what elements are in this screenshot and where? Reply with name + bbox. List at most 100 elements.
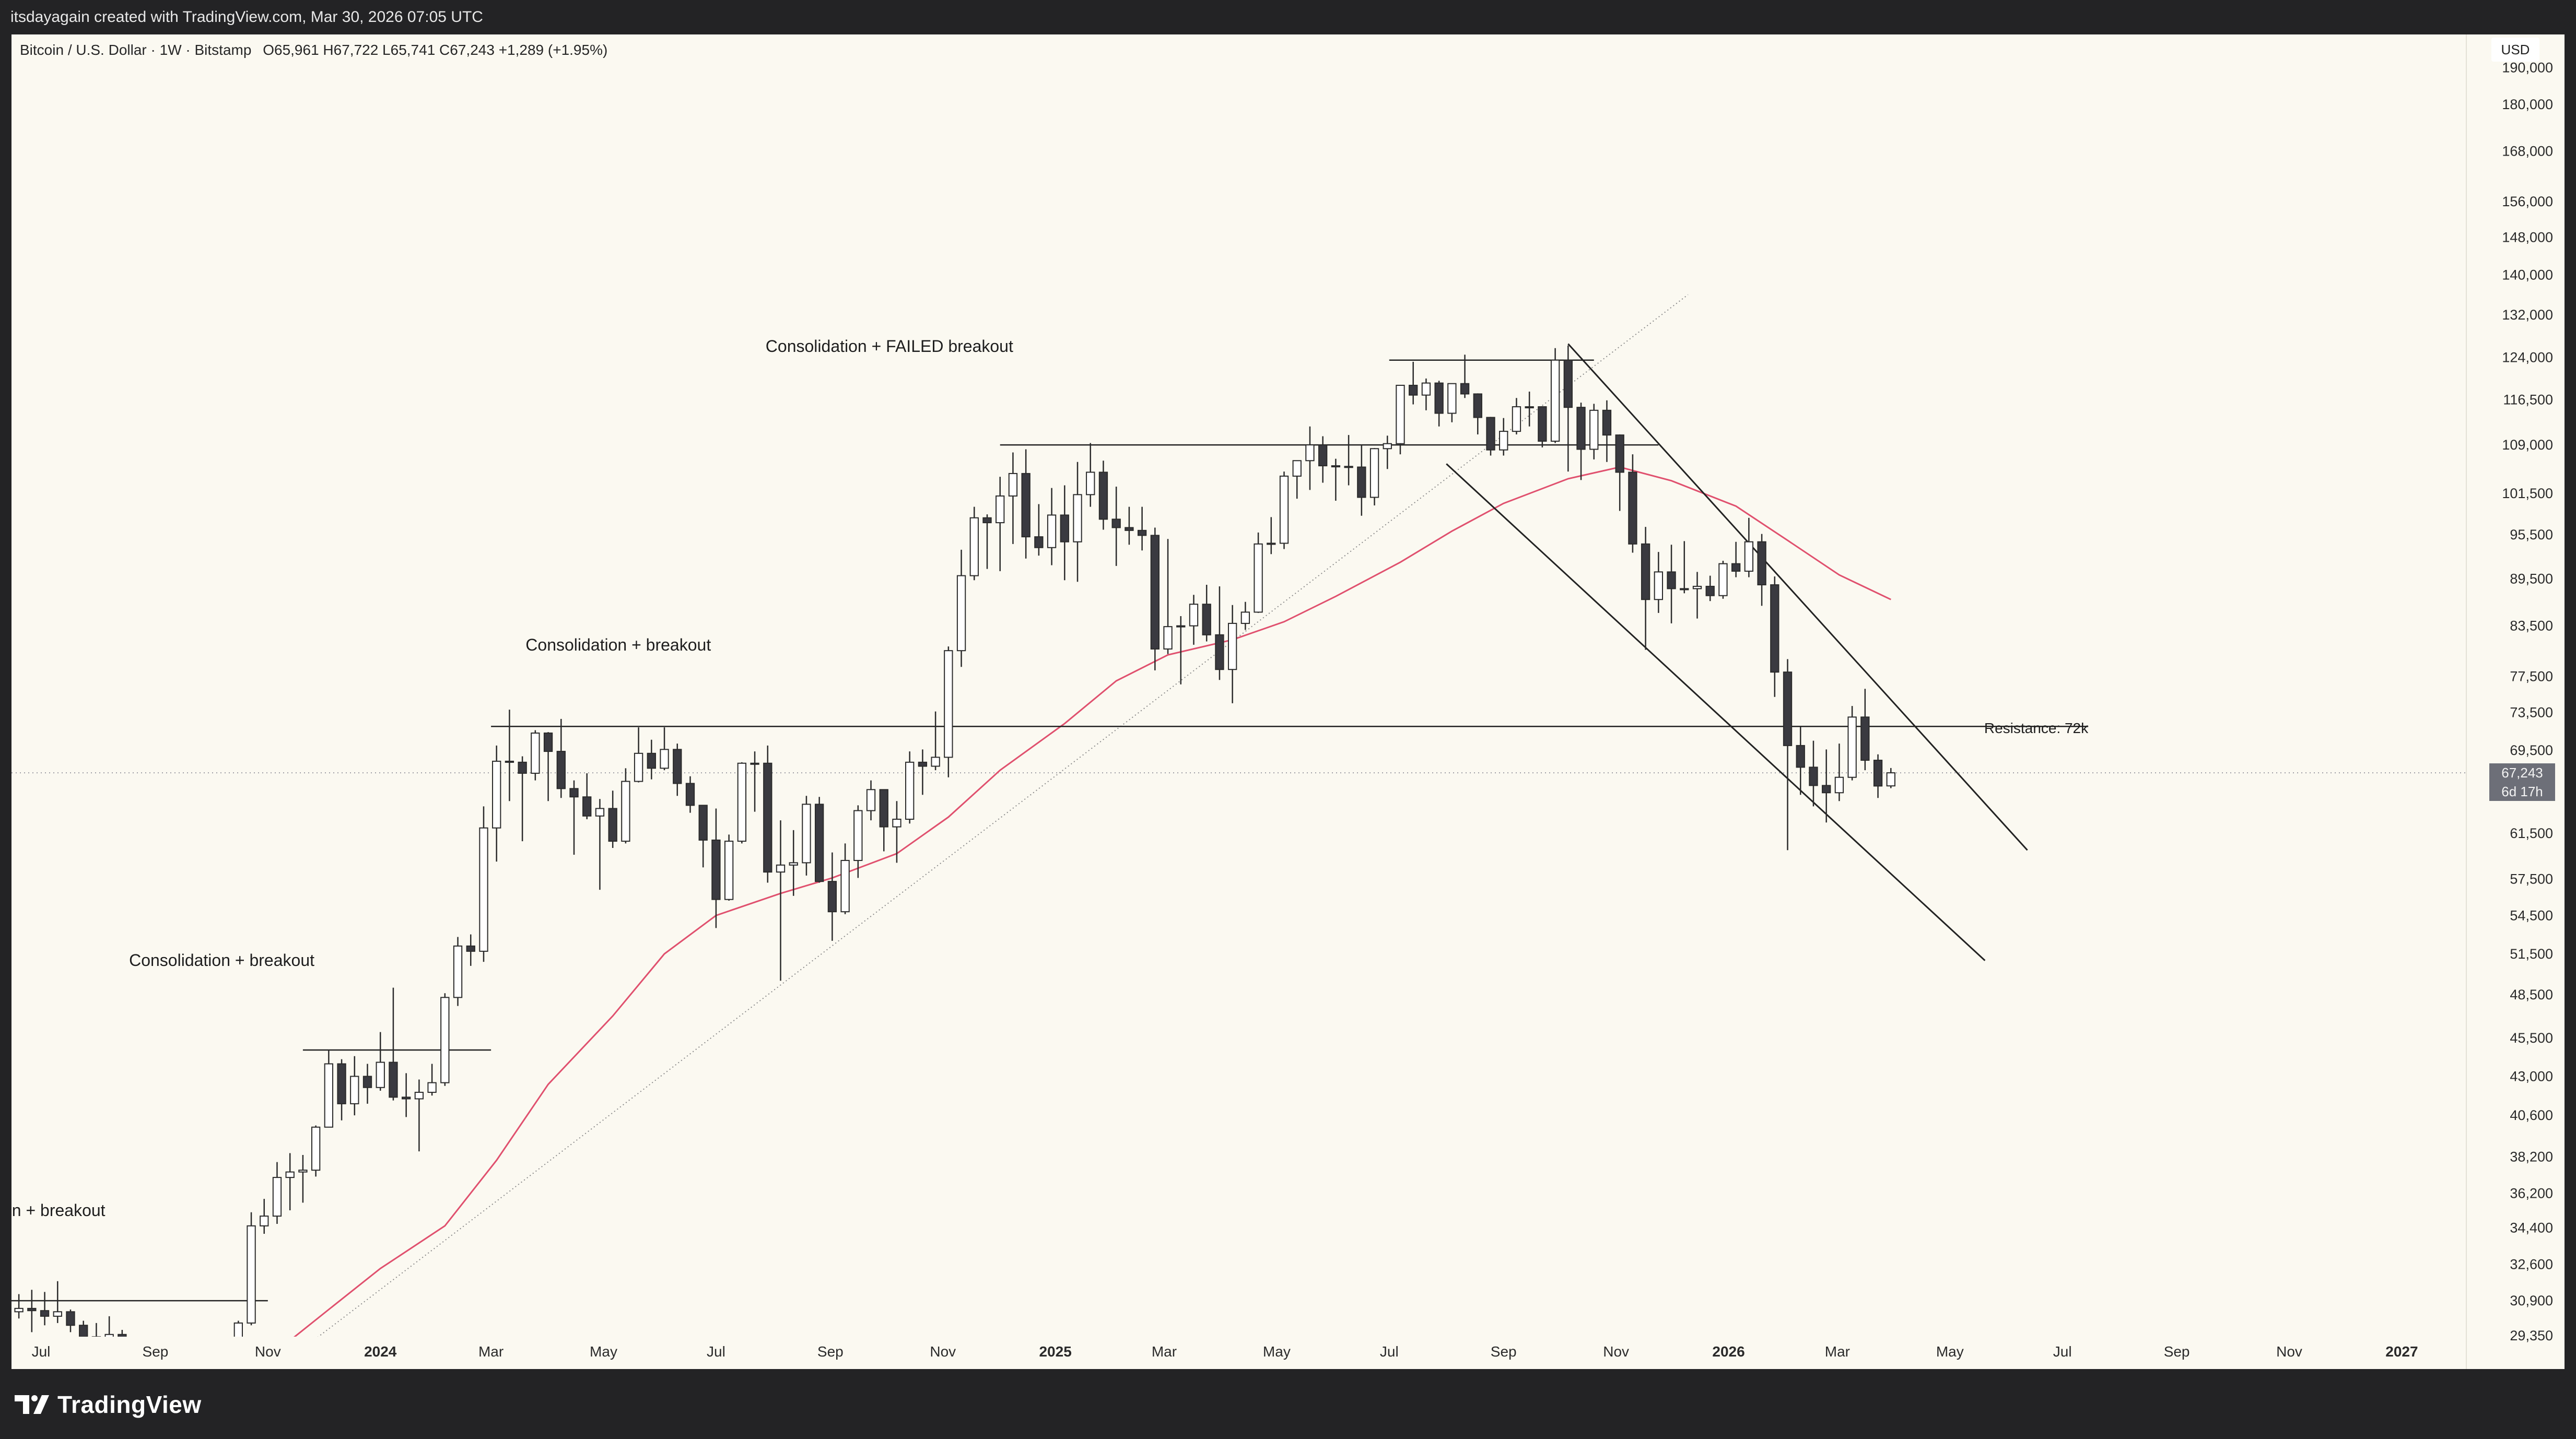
candle-down bbox=[1538, 406, 1547, 442]
candle-up bbox=[1086, 471, 1095, 496]
year-tick-label: 2025 bbox=[1039, 1343, 1071, 1360]
candle-down bbox=[673, 749, 682, 784]
candle-down bbox=[505, 760, 514, 763]
candle-up bbox=[311, 1126, 321, 1171]
dotted-support-trendline bbox=[317, 294, 1689, 1337]
candle-up bbox=[53, 1311, 62, 1317]
price-tick-label: 51,500 bbox=[2510, 946, 2553, 962]
candle-up bbox=[892, 819, 901, 828]
candle-up bbox=[1396, 384, 1405, 444]
candle-up bbox=[1421, 382, 1431, 396]
month-tick-label: Nov bbox=[1603, 1343, 1629, 1360]
candle-down bbox=[1731, 563, 1741, 572]
candle-up bbox=[1680, 588, 1689, 591]
candle-up bbox=[414, 1092, 424, 1100]
candle-down bbox=[1021, 473, 1031, 538]
price-tick-label: 57,500 bbox=[2510, 871, 2553, 887]
price-tick-label: 32,600 bbox=[2510, 1256, 2553, 1272]
month-tick-label: Mar bbox=[478, 1343, 504, 1360]
tradingview-logo[interactable]: TradingView bbox=[14, 1390, 202, 1419]
chart-area[interactable]: 29,350 30,900 32,600 34,400 36,200 38,200 40,6… bbox=[11, 34, 2565, 1369]
annotation-label: Consolidation + FAILED breakout bbox=[766, 337, 1013, 356]
candle-down bbox=[556, 751, 566, 789]
candle-down bbox=[1563, 359, 1573, 408]
candle-down bbox=[1357, 466, 1366, 498]
candle-up bbox=[853, 810, 863, 861]
month-tick-label: May bbox=[1936, 1343, 1964, 1360]
candlestick-chart[interactable]: 29,350 30,900 32,600 34,400 36,200 38,200 40,6… bbox=[11, 34, 2565, 1369]
candle-up bbox=[1305, 444, 1315, 462]
candle-down bbox=[608, 808, 617, 842]
candle-down bbox=[1460, 383, 1470, 395]
candle-down bbox=[1641, 543, 1650, 600]
candle-up bbox=[969, 517, 979, 576]
candle-up bbox=[1589, 409, 1599, 450]
moving-average-line bbox=[293, 466, 1891, 1337]
candle-down bbox=[1215, 634, 1224, 670]
price-tick-label: 73,500 bbox=[2510, 704, 2553, 720]
month-tick-label: Sep bbox=[1491, 1343, 1517, 1360]
candle-down bbox=[1757, 541, 1766, 586]
candle-down bbox=[1615, 434, 1624, 473]
candle-up bbox=[1834, 776, 1844, 794]
candle-up bbox=[724, 841, 734, 900]
candle-up bbox=[634, 752, 643, 782]
candle-down bbox=[1060, 514, 1069, 542]
candle-down bbox=[1344, 466, 1353, 468]
candle-down bbox=[1137, 529, 1147, 536]
candle-down bbox=[27, 1307, 37, 1312]
candle-up bbox=[1292, 460, 1302, 477]
month-tick-label: Nov bbox=[255, 1343, 281, 1360]
candle-up bbox=[1654, 571, 1664, 600]
candle-down bbox=[879, 789, 888, 828]
candle-up bbox=[776, 864, 786, 873]
candle-up bbox=[956, 575, 966, 652]
annotation-label: Consolidation + breakout bbox=[129, 951, 314, 970]
candle-down bbox=[1602, 409, 1612, 436]
candle-down bbox=[1822, 785, 1831, 794]
price-tick-label: 109,000 bbox=[2502, 437, 2553, 453]
currency-button[interactable]: USD bbox=[2491, 38, 2539, 62]
candle-down bbox=[91, 1336, 101, 1337]
candle-down bbox=[1409, 384, 1418, 396]
month-tick-label: Jul bbox=[32, 1343, 51, 1360]
price-tick-label: 29,350 bbox=[2510, 1328, 2553, 1343]
price-tick-label: 38,200 bbox=[2510, 1149, 2553, 1164]
annotation-label: ion + breakout bbox=[11, 1201, 106, 1220]
candle-down bbox=[814, 804, 824, 882]
candle-down bbox=[466, 945, 475, 952]
candle-up bbox=[1227, 622, 1237, 670]
footer-bar bbox=[0, 1369, 2576, 1439]
candle-up bbox=[1176, 625, 1186, 628]
candle-up bbox=[298, 1170, 308, 1173]
candle-up bbox=[595, 808, 605, 817]
price-tick-label: 156,000 bbox=[2502, 194, 2553, 209]
candle-down bbox=[362, 1076, 372, 1088]
candle-down bbox=[1770, 584, 1779, 673]
candle-up bbox=[1744, 541, 1754, 572]
candle-up bbox=[931, 757, 940, 767]
candle-down bbox=[1125, 527, 1134, 531]
symbol-legend[interactable]: Bitcoin / U.S. Dollar · 1W · Bitstamp O6… bbox=[20, 42, 607, 58]
month-tick-label: Jul bbox=[2053, 1343, 2072, 1360]
price-tick-label: 190,000 bbox=[2502, 60, 2553, 76]
candle-down bbox=[66, 1311, 75, 1326]
candle-down bbox=[1873, 760, 1883, 787]
candle-up bbox=[1692, 585, 1702, 589]
candle-up bbox=[376, 1061, 385, 1088]
bar-countdown-tag: 6d 17h bbox=[2489, 782, 2555, 801]
candle-up bbox=[1512, 406, 1521, 432]
candle-up bbox=[866, 789, 876, 811]
candle-up bbox=[324, 1063, 334, 1128]
candle-up bbox=[1886, 772, 1895, 787]
candle-up bbox=[14, 1307, 24, 1313]
month-tick-label: Mar bbox=[1152, 1343, 1177, 1360]
price-tick-label: 124,000 bbox=[2502, 349, 2553, 365]
brand-name: TradingView bbox=[57, 1391, 202, 1418]
candle-up bbox=[1073, 494, 1082, 542]
month-tick-label: May bbox=[590, 1343, 617, 1360]
candle-up bbox=[789, 862, 798, 866]
candle-down bbox=[698, 805, 708, 841]
price-tick-label: 140,000 bbox=[2502, 267, 2553, 283]
candle-up bbox=[531, 732, 540, 774]
